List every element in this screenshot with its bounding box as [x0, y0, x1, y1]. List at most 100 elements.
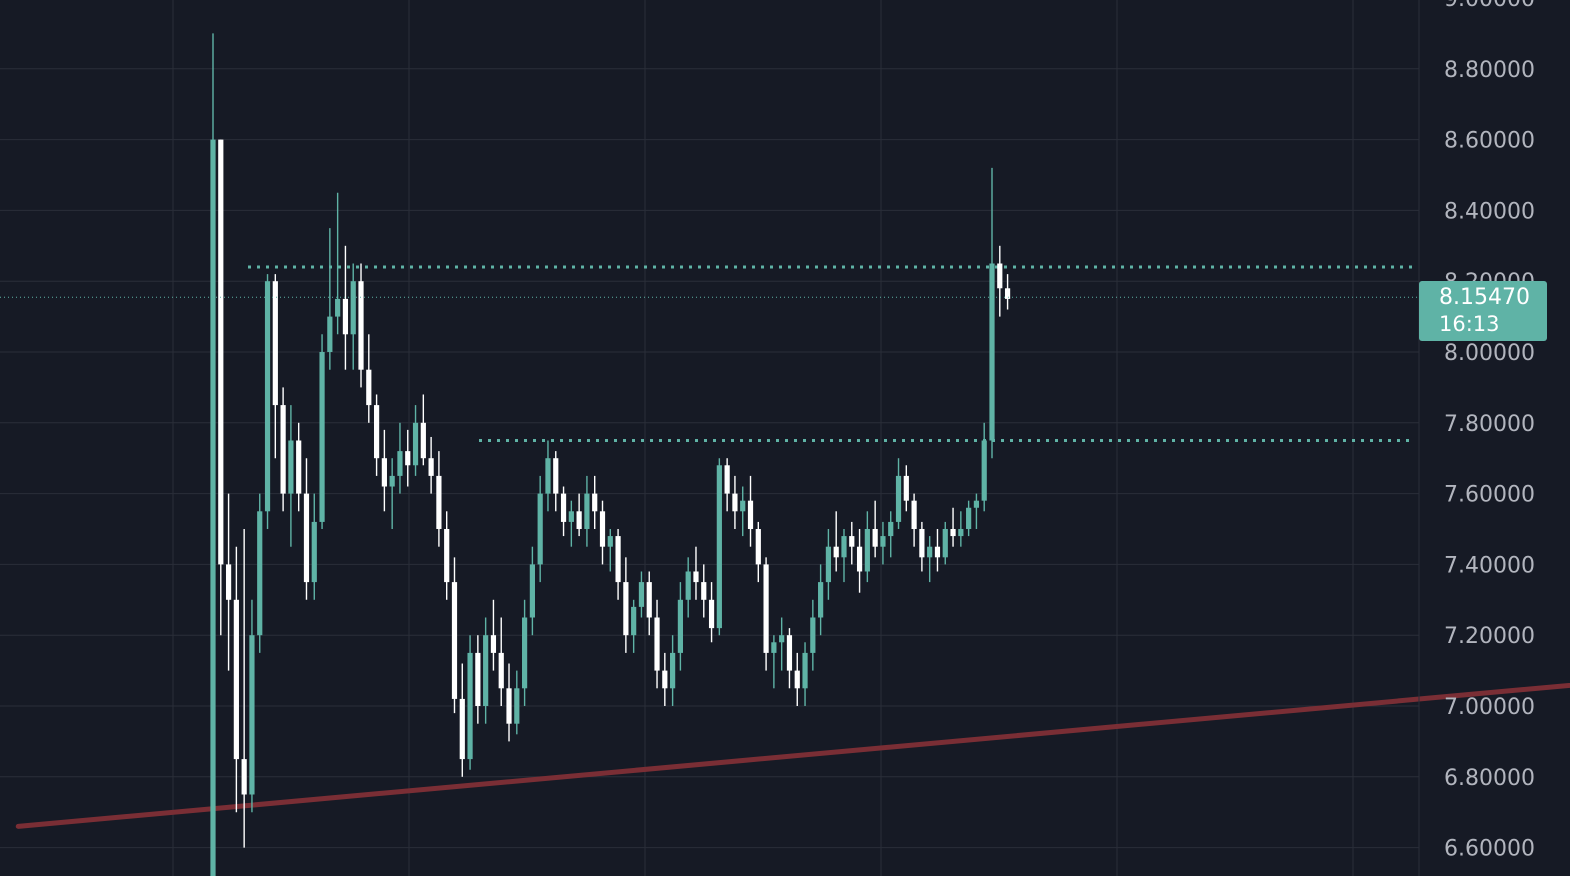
candle[interactable] — [919, 521, 925, 572]
resistance-levels[interactable] — [248, 265, 1415, 442]
candle[interactable] — [810, 599, 816, 671]
candle[interactable] — [856, 529, 863, 593]
candle[interactable] — [677, 582, 683, 671]
candle[interactable] — [966, 500, 972, 537]
support-trendline[interactable] — [15, 642, 1570, 829]
candle[interactable] — [436, 451, 442, 547]
candle[interactable] — [490, 599, 497, 671]
candle[interactable] — [350, 263, 356, 370]
candle[interactable] — [584, 475, 590, 547]
candle[interactable] — [241, 529, 247, 848]
candle[interactable] — [732, 475, 738, 529]
candle[interactable] — [654, 599, 660, 689]
candle[interactable] — [428, 436, 434, 494]
candle[interactable] — [685, 557, 691, 618]
candle[interactable] — [249, 599, 255, 813]
candle[interactable] — [568, 500, 574, 547]
candle[interactable] — [693, 546, 699, 600]
candle[interactable] — [646, 571, 652, 636]
candle[interactable] — [747, 475, 754, 547]
candle[interactable] — [818, 564, 824, 636]
candle[interactable] — [576, 493, 582, 537]
candle[interactable] — [529, 546, 535, 636]
candle[interactable] — [553, 451, 559, 512]
candle[interactable] — [358, 263, 364, 388]
candle[interactable] — [257, 493, 263, 653]
candle[interactable] — [467, 635, 473, 770]
candle[interactable] — [545, 440, 551, 512]
candle[interactable] — [342, 245, 349, 370]
candle[interactable] — [958, 511, 964, 547]
candle[interactable] — [444, 511, 450, 600]
candle[interactable] — [599, 500, 606, 565]
candle[interactable] — [864, 511, 870, 583]
candle[interactable] — [303, 458, 310, 600]
candle[interactable] — [740, 486, 746, 537]
candle[interactable] — [397, 422, 403, 494]
candle[interactable] — [225, 493, 232, 671]
candle[interactable] — [514, 670, 520, 735]
candle[interactable] — [786, 628, 793, 689]
candle[interactable] — [280, 387, 286, 512]
candle[interactable] — [701, 564, 707, 618]
candle[interactable] — [381, 429, 387, 512]
candle[interactable] — [631, 599, 637, 653]
candle[interactable] — [451, 557, 458, 714]
candle[interactable] — [475, 635, 481, 724]
candle[interactable] — [880, 521, 886, 565]
candle[interactable] — [825, 529, 832, 600]
candle[interactable] — [927, 536, 933, 583]
candle[interactable] — [942, 521, 948, 565]
candle[interactable] — [607, 529, 613, 572]
candle[interactable] — [412, 405, 419, 476]
candle[interactable] — [327, 228, 333, 370]
candle[interactable] — [763, 557, 769, 671]
candle[interactable] — [841, 529, 847, 583]
candle[interactable] — [218, 139, 224, 636]
candle[interactable] — [950, 507, 956, 547]
candle[interactable] — [911, 493, 917, 547]
candle[interactable] — [662, 652, 668, 706]
candle[interactable] — [638, 571, 645, 618]
candle[interactable] — [264, 274, 271, 529]
candle[interactable] — [498, 617, 504, 707]
candle[interactable] — [794, 652, 800, 706]
candle[interactable] — [833, 511, 839, 572]
candle[interactable] — [973, 493, 980, 529]
candles[interactable] — [210, 33, 1011, 876]
candle[interactable] — [335, 192, 341, 335]
candle[interactable] — [483, 617, 489, 724]
candle[interactable] — [288, 405, 294, 547]
candle[interactable] — [872, 500, 878, 558]
candle[interactable] — [989, 167, 995, 459]
candle[interactable] — [405, 429, 411, 487]
candle[interactable] — [802, 642, 808, 706]
candle[interactable] — [389, 458, 395, 529]
candle[interactable] — [670, 635, 676, 706]
candle[interactable] — [560, 486, 567, 537]
candle[interactable] — [934, 529, 941, 572]
candle[interactable] — [420, 394, 426, 466]
candle[interactable] — [997, 245, 1003, 317]
candle[interactable] — [506, 663, 512, 742]
candle[interactable] — [903, 465, 909, 512]
candle[interactable] — [771, 635, 777, 689]
support-trendline-group[interactable] — [15, 642, 1570, 829]
candle[interactable] — [779, 617, 785, 671]
candle[interactable] — [311, 493, 317, 600]
candle[interactable] — [895, 458, 902, 529]
candle[interactable] — [716, 458, 722, 636]
candle[interactable] — [615, 529, 621, 600]
candle[interactable] — [849, 521, 855, 565]
candle[interactable] — [755, 521, 761, 583]
candle[interactable] — [373, 394, 380, 476]
candle[interactable] — [592, 475, 598, 529]
candle[interactable] — [459, 663, 465, 777]
candle[interactable] — [623, 557, 629, 653]
candle[interactable] — [272, 274, 278, 459]
candle[interactable] — [366, 334, 372, 423]
candle[interactable] — [233, 546, 239, 813]
candle[interactable] — [1004, 274, 1011, 310]
